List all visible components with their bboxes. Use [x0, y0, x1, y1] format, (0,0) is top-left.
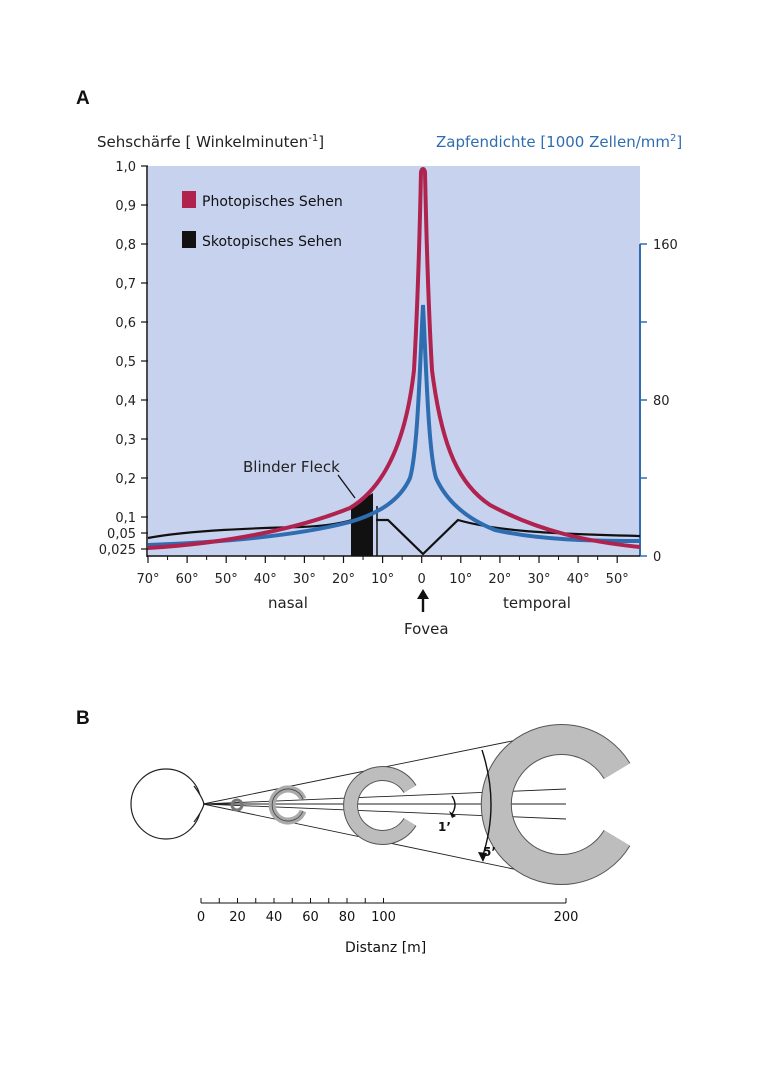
left-tick-label: 1,0 — [115, 160, 136, 175]
left-tick-label: 0,2 — [115, 472, 136, 487]
landolt-ring-20m — [230, 798, 244, 812]
left-tick-label: 0,3 — [115, 433, 136, 448]
plot-background — [148, 166, 640, 556]
angle-large-label: 5’ — [483, 845, 496, 859]
right-tick-label: 0 — [653, 550, 661, 565]
scale-tick-label: 80 — [339, 910, 356, 925]
right-axis-title: Zapfendichte [1000 Zellen/mm2] — [436, 133, 682, 151]
left-tick-label: 0,1 — [115, 511, 136, 526]
scale-tick-label: 200 — [554, 910, 579, 925]
scale-tick-label: 60 — [302, 910, 319, 925]
distance-scale-ticks: 0 20 40 60 80 100 200 — [197, 898, 579, 925]
x-tick-label: 40° — [254, 572, 277, 587]
angle-arc-small — [449, 795, 456, 818]
scale-tick-label: 0 — [197, 910, 205, 925]
distance-axis-label: Distanz [m] — [345, 940, 426, 956]
left-tick-label: 0,4 — [115, 394, 136, 409]
x-tick-label: 20° — [332, 572, 355, 587]
scale-tick-label: 40 — [266, 910, 283, 925]
angle-arc-large — [478, 749, 492, 862]
x-region-nasal: nasal — [268, 594, 308, 612]
cone-density-curve — [147, 304, 641, 547]
right-tick-label: 80 — [653, 394, 670, 409]
x-tick-label: 50° — [606, 572, 629, 587]
fovea-label: Fovea — [404, 620, 449, 638]
scale-tick-label: 100 — [371, 910, 396, 925]
landolt-ring-100m — [343, 766, 417, 845]
left-tick-label: 0,025 — [99, 543, 136, 558]
blind-spot-band — [351, 493, 373, 556]
x-tick-label: 10° — [449, 572, 472, 587]
x-region-temporal: temporal — [503, 594, 571, 612]
left-tick-label: 0,6 — [115, 316, 136, 331]
legend-photopic-label: Photopisches Sehen — [202, 194, 343, 210]
legend-scotopic-label: Skotopisches Sehen — [202, 234, 342, 250]
left-tick-label: 0,8 — [115, 238, 136, 253]
x-tick-label: 30° — [527, 572, 550, 587]
x-tick-group: 70° 60° 50° 40° 30° 20° 10° 0 10° 20° 30° 40° 50° — [136, 556, 629, 587]
legend-scotopic-swatch — [182, 231, 196, 248]
left-tick-group: 1,0 0,9 0,8 0,7 0,6 0,5 0,4 0,3 0,2 0,10,050,025 — [99, 160, 148, 558]
left-tick-label: 0,5 — [115, 355, 136, 370]
left-tick-label: 0,9 — [115, 199, 136, 214]
panel-b-label: B — [76, 708, 90, 729]
fovea-arrow — [417, 589, 429, 612]
x-tick-label: 10° — [371, 572, 394, 587]
right-tick-label: 160 — [653, 238, 678, 253]
landolt-ring-50m — [268, 785, 307, 825]
photopic-curve — [147, 167, 641, 550]
x-tick-label: 60° — [176, 572, 199, 587]
eye — [130, 768, 205, 840]
x-tick-label: 20° — [488, 572, 511, 587]
x-tick-label: 50° — [215, 572, 238, 587]
legend-photopic-swatch — [182, 191, 196, 208]
x-tick-label: 0 — [418, 572, 426, 587]
x-tick-label: 40° — [567, 572, 590, 587]
landolt-ring-200m — [480, 724, 631, 885]
x-tick-label: 70° — [136, 572, 159, 587]
left-tick-label: 0,05 — [107, 527, 136, 542]
right-tick-group: 160 80 0 — [640, 238, 678, 565]
panel-a-label: A — [76, 88, 90, 109]
left-tick-label: 0,7 — [115, 277, 136, 292]
angle-small-label: 1’ — [438, 820, 451, 834]
blind-spot-leader — [337, 474, 356, 499]
blind-spot-label: Blinder Fleck — [243, 458, 340, 476]
left-axis-title: Sehschärfe [ Winkelminuten-1] — [97, 133, 324, 151]
scale-tick-label: 20 — [229, 910, 246, 925]
x-tick-label: 30° — [293, 572, 316, 587]
